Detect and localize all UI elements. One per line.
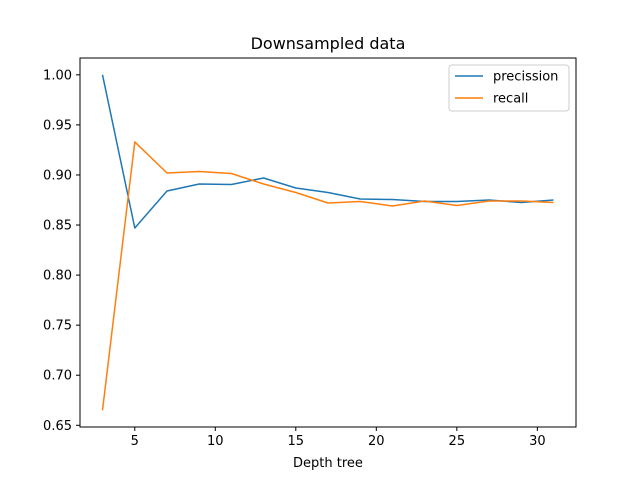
axes-frame xyxy=(79,57,577,428)
x-tick-label: 10 xyxy=(207,434,224,449)
series-line-precission xyxy=(101,74,554,229)
x-tick-label: 15 xyxy=(288,434,305,449)
x-tick-label: 5 xyxy=(131,434,139,449)
legend-label-recall: recall xyxy=(493,92,528,107)
y-tick-label: 0.65 xyxy=(43,419,72,434)
y-tick-label: 1.00 xyxy=(43,68,72,83)
y-tick-label: 0.80 xyxy=(43,269,72,284)
y-tick-label: 0.85 xyxy=(43,219,72,234)
x-tick-label: 25 xyxy=(449,434,466,449)
x-axis-title: Depth tree xyxy=(293,456,363,471)
legend: precission recall xyxy=(448,64,570,112)
y-tick-label: 0.95 xyxy=(43,118,72,133)
series-line-recall xyxy=(101,141,554,411)
chart-title: Downsampled data xyxy=(251,34,406,53)
y-tick-label: 0.75 xyxy=(43,319,72,334)
x-tick-label: 30 xyxy=(529,434,546,449)
y-tick-label: 0.90 xyxy=(43,168,72,183)
x-tick-label: 20 xyxy=(368,434,385,449)
plot-area xyxy=(101,74,554,411)
x-axis: 5 10 15 20 25 30 xyxy=(131,427,546,449)
y-axis: 0.65 0.70 0.75 0.80 0.85 0.90 0.95 1.00 xyxy=(43,68,80,434)
legend-label-precission: precission xyxy=(493,70,558,85)
y-tick-label: 0.70 xyxy=(43,369,72,384)
